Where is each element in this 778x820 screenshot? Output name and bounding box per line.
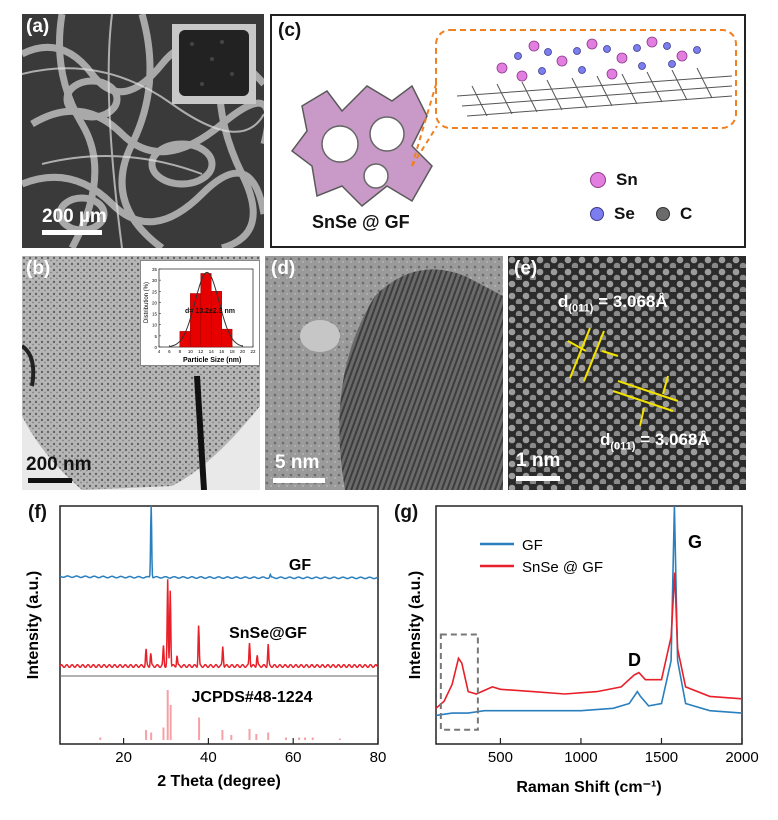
panel-a-sem-image: (a) 200 µm [22,14,264,248]
xrd-plot: 20 40 60 80 2 Theta (degree) Intensity (a.u.)… [25,505,387,790]
particle-size-inset: Distribution (%) Particle Size (nm) 0 5 10… [140,260,260,366]
raman-xtick-label: 1000 [564,749,597,766]
histogram-bar [210,291,222,348]
xrd-series-1 [59,579,379,669]
schematic-graphic [290,29,737,208]
raman-xtick-label: 1500 [645,749,678,766]
panel-f-xrd-chart: (f) 20 40 60 80 2 Theta (degree) Intensity (a… [0,496,392,816]
snse-region-box [439,633,479,731]
raman-ylabel: Intensity (a.u.) [407,571,424,679]
xrd-series-label-1: SnSe@GF [229,625,307,642]
lattice-fringes [265,256,503,490]
panel-e-label: (e) [514,258,538,279]
xrd-ylabel: Intensity (a.u.) [25,571,42,679]
raman-xtick-label: 2000 [725,749,758,766]
panel-b-label: (b) [26,258,51,279]
xrd-series-label-0: GF [289,557,311,574]
inset-xtick-label: 22 [250,349,256,354]
xrd-xtick-label: 60 [285,749,302,766]
panel-d-label: (d) [271,258,296,279]
inset-xtick-label: 10 [188,349,194,354]
se-label: Se [614,204,635,223]
inset-ytick-label: 25 [152,289,158,294]
se-atom-icon [590,207,604,221]
inset-xtick-label: 14 [209,349,215,354]
d2-symbol: d [600,430,611,449]
xrd-xtick-label: 20 [115,749,132,766]
xrd-xtick-label: 80 [370,749,387,766]
xrd-frame [59,505,379,745]
panel-d-scale-bar [273,478,325,483]
atom-legend-se: Se [590,204,635,224]
inset-xtick-label: 18 [230,349,236,354]
raman-series-1 [435,572,743,709]
inset-xtick-label: 20 [240,349,246,354]
d1-index: (011) [568,302,594,315]
inset-ytick-label: 35 [152,267,158,272]
panel-d-scale-label: 5 nm [275,452,320,473]
panel-c-schematic: (c) [270,14,746,248]
panel-e-scale-label: 1 nm [516,450,561,471]
inset-xtick-label: 6 [168,349,171,354]
panel-g-label: (g) [394,502,419,523]
xrd-series-0 [59,505,379,580]
d-spacing-label-2: d(011̄) = 3.068Å [600,430,710,452]
schematic-caption: SnSe @ GF [312,212,410,232]
inset-xtick-label: 4 [158,349,161,354]
panel-b-tem-image: (b) 200 nm Distribution (%) Particle Siz… [22,256,260,490]
particle-size-histogram: Distribution (%) Particle Size (nm) 0 5 10… [144,267,256,364]
d1-symbol: d [558,292,569,311]
inset-annotation: d= 13.2±2.3 nm [185,308,235,315]
raman-legend-label-1: SnSe @ GF [522,559,603,576]
d-spacing-label-1: d(011) = 3.068Å [558,292,668,314]
panel-e-atomic-image: (e) d(011) = 3.068Å d(011̄) = 3.068Å 1 n… [508,256,746,490]
raman-g-band-label: G [688,532,702,552]
atomic-lattice [508,256,746,490]
inset-xlabel: Particle Size (nm) [183,357,241,364]
sn-atom-icon [590,172,606,188]
foam-structure [290,84,433,208]
raman-xtick-label: 500 [488,749,513,766]
panel-b-scale-label: 200 nm [26,454,92,475]
panel-a-label: (a) [26,16,50,37]
xrd-xtick-label: 40 [200,749,217,766]
inset-ytick-label: 0 [154,345,157,350]
raman-frame [435,505,743,745]
raman-series-0 [435,505,743,717]
atom-legend-sn: Sn [590,170,638,190]
inset-ytick-label: 5 [154,334,157,339]
panel-a-scale-bar [42,230,102,235]
raman-d-band-label: D [628,650,641,670]
panel-g-raman-chart: (g) 500 1000 1500 2000 Raman Shift (cm⁻¹) Int… [392,496,778,816]
c-atom-icon [656,207,670,221]
panel-d-hrtem-image: (d) 5 nm [265,256,503,490]
inset-ytick-label: 30 [152,278,158,283]
panel-a-scale-label: 200 µm [42,206,107,227]
inset-ytick-label: 15 [152,312,158,317]
panel-b-scale-bar [28,478,72,483]
gaussian-fit-line [169,271,243,347]
d2-value: = 3.068Å [635,430,710,449]
panel-c-label: (c) [278,20,302,41]
histogram-bar [221,328,233,348]
panel-e-scale-bar [516,476,560,481]
raman-legend-label-0: GF [522,537,543,554]
xrd-series-label-2: JCPDS#48-1224 [192,689,313,706]
atom-legend-c: C [656,204,692,224]
d2-index: (011̄) [610,440,636,453]
inset-xtick-label: 12 [198,349,204,354]
inset-xtick-label: 16 [219,349,225,354]
inset-ytick-label: 10 [152,323,158,328]
inset-ylabel: Distribution (%) [144,282,150,323]
c-label: C [680,204,693,223]
inset-xtick-label: 8 [179,349,182,354]
inset-ytick-label: 20 [152,300,158,305]
sem-foam-texture [22,14,264,248]
raman-plot: 500 1000 1500 2000 Raman Shift (cm⁻¹) Intensi… [407,505,759,796]
panel-f-label: (f) [28,502,47,523]
raman-xlabel: Raman Shift (cm⁻¹) [516,779,661,796]
sn-label: Sn [616,170,638,189]
d1-value: = 3.068Å [593,292,668,311]
xrd-xlabel: 2 Theta (degree) [157,773,281,790]
